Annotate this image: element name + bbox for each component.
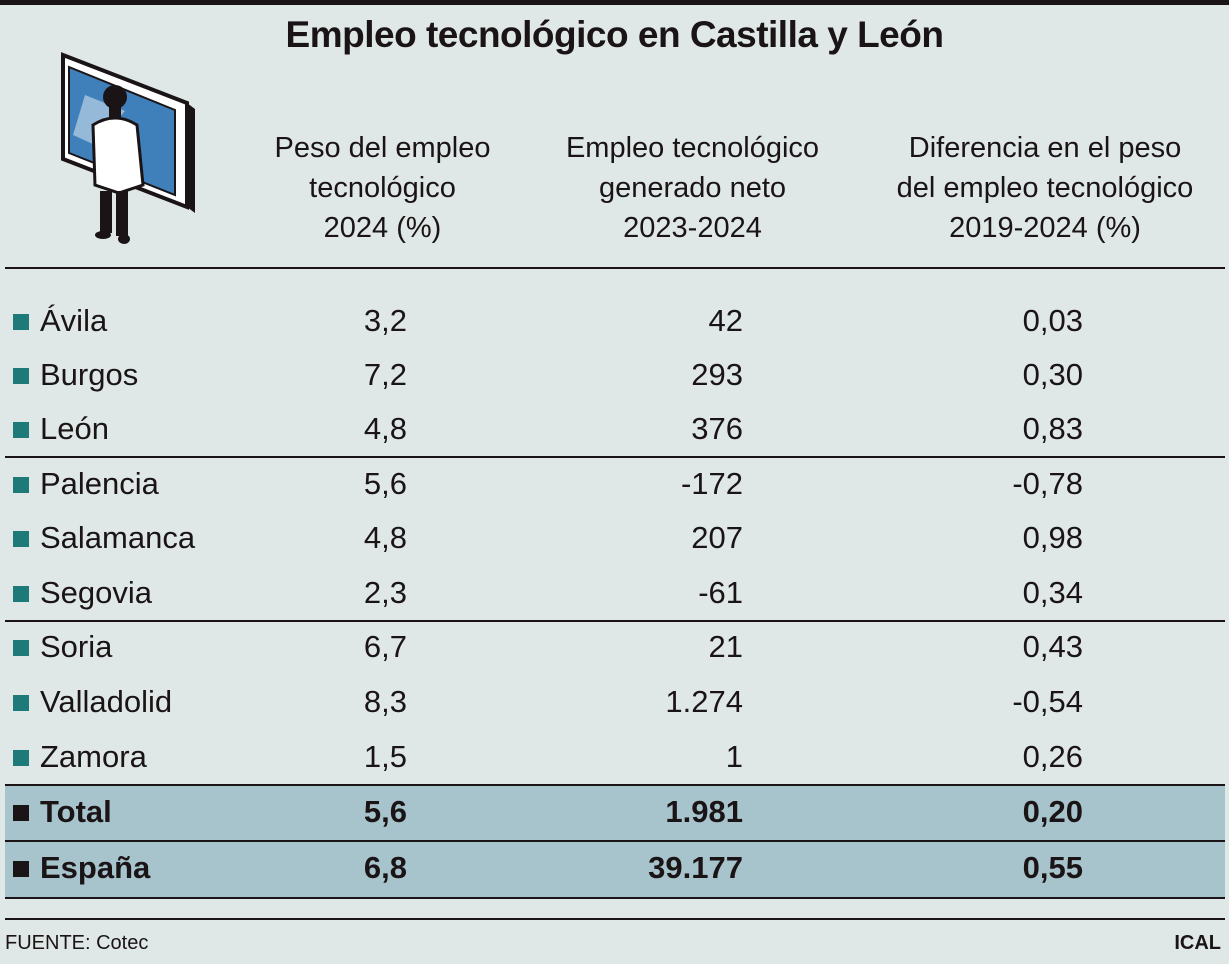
cell-value: 39.177 xyxy=(648,850,743,885)
row-name: Total xyxy=(40,794,112,829)
cell-value: 5,6 xyxy=(363,466,407,501)
bullet-icon xyxy=(13,750,29,766)
bullet-icon xyxy=(13,368,29,384)
cell-value: 0,26 xyxy=(1022,739,1083,774)
technician-illustration-icon xyxy=(61,52,195,244)
cell-value: 3,2 xyxy=(363,303,407,338)
cell-value: 0,83 xyxy=(1022,411,1083,446)
cell-value: -0,54 xyxy=(1012,684,1083,719)
cell-value: 21 xyxy=(708,629,743,664)
cell-value: 0,03 xyxy=(1022,303,1083,338)
column-header-peso: Peso del empleo tecnológico 2024 (%) xyxy=(274,132,491,244)
bullet-icon xyxy=(13,861,29,877)
row-name: León xyxy=(40,411,109,446)
cell-value: 1,5 xyxy=(363,739,407,774)
column-header-empleo-neto: Empleo tecnológico generado neto 2023-20… xyxy=(565,132,820,244)
row-divider xyxy=(5,840,1225,842)
table-row: León 4,8 376 0,83 xyxy=(0,402,1229,456)
cell-value: 5,6 xyxy=(363,794,407,829)
cell-value: 0,20 xyxy=(1022,794,1083,829)
cell-value: -0,78 xyxy=(1012,466,1083,501)
top-bar xyxy=(0,0,1229,5)
bullet-icon xyxy=(13,695,29,711)
table-row: Zamora 1,5 1 0,26 xyxy=(0,730,1229,784)
bullet-icon xyxy=(13,314,29,330)
cell-value: 1 xyxy=(725,739,743,774)
cell-value: 0,55 xyxy=(1022,850,1083,885)
row-name: Segovia xyxy=(40,575,153,610)
table-row: Total 5,6 1.981 0,20 xyxy=(0,785,1229,839)
row-name: Zamora xyxy=(40,739,147,774)
cell-value: -172 xyxy=(680,466,743,501)
cell-value: 2,3 xyxy=(363,575,407,610)
row-divider xyxy=(5,897,1225,899)
row-name: Burgos xyxy=(40,357,139,392)
table-row: Segovia 2,3 -61 0,34 xyxy=(0,566,1229,620)
row-name: Soria xyxy=(40,629,113,664)
table-row: Palencia 5,6 -172 -0,78 xyxy=(0,457,1229,511)
bullet-icon xyxy=(13,640,29,656)
row-name: España xyxy=(40,850,151,885)
bullet-icon xyxy=(13,477,29,493)
header-divider xyxy=(5,267,1225,269)
cell-value: 293 xyxy=(691,357,743,392)
cell-value: -61 xyxy=(698,575,743,610)
row-name: Valladolid xyxy=(40,684,173,719)
cell-value: 42 xyxy=(708,303,743,338)
table-row: Ávila 3,2 42 0,03 xyxy=(0,294,1229,348)
cell-value: 376 xyxy=(691,411,743,446)
cell-value: 4,8 xyxy=(363,411,407,446)
cell-value: 0,98 xyxy=(1022,520,1083,555)
cell-value: 0,30 xyxy=(1022,357,1083,392)
table-row: Valladolid 8,3 1.274 -0,54 xyxy=(0,675,1229,729)
cell-value: 8,3 xyxy=(363,684,407,719)
brand-label: ICAL xyxy=(1174,932,1221,954)
cell-value: 1.274 xyxy=(665,684,743,719)
row-divider xyxy=(5,456,1225,458)
bullet-icon xyxy=(13,805,29,821)
row-name: Salamanca xyxy=(40,520,196,555)
cell-value: 1.981 xyxy=(665,794,743,829)
row-divider xyxy=(5,784,1225,786)
column-header-diferencia: Diferencia en el peso del empleo tecnoló… xyxy=(896,132,1194,244)
bullet-icon xyxy=(13,586,29,602)
table-row: Burgos 7,2 293 0,30 xyxy=(0,348,1229,402)
cell-value: 6,8 xyxy=(363,850,407,885)
footer-divider xyxy=(5,918,1225,920)
bullet-icon xyxy=(13,422,29,438)
cell-value: 207 xyxy=(691,520,743,555)
row-divider xyxy=(5,620,1225,622)
cell-value: 4,8 xyxy=(363,520,407,555)
cell-value: 0,34 xyxy=(1022,575,1083,610)
cell-value: 7,2 xyxy=(363,357,407,392)
bullet-icon xyxy=(13,531,29,547)
table-row: Salamanca 4,8 207 0,98 xyxy=(0,511,1229,565)
source-note: FUENTE: Cotec xyxy=(5,932,149,954)
table-row: España 6,8 39.177 0,55 xyxy=(0,841,1229,895)
cell-value: 6,7 xyxy=(363,629,407,664)
table-row: Soria 6,7 21 0,43 xyxy=(0,620,1229,674)
cell-value: 0,43 xyxy=(1022,629,1083,664)
chart-title: Empleo tecnológico en Castilla y León xyxy=(285,14,944,55)
row-name: Palencia xyxy=(40,466,159,501)
row-name: Ávila xyxy=(40,303,108,338)
